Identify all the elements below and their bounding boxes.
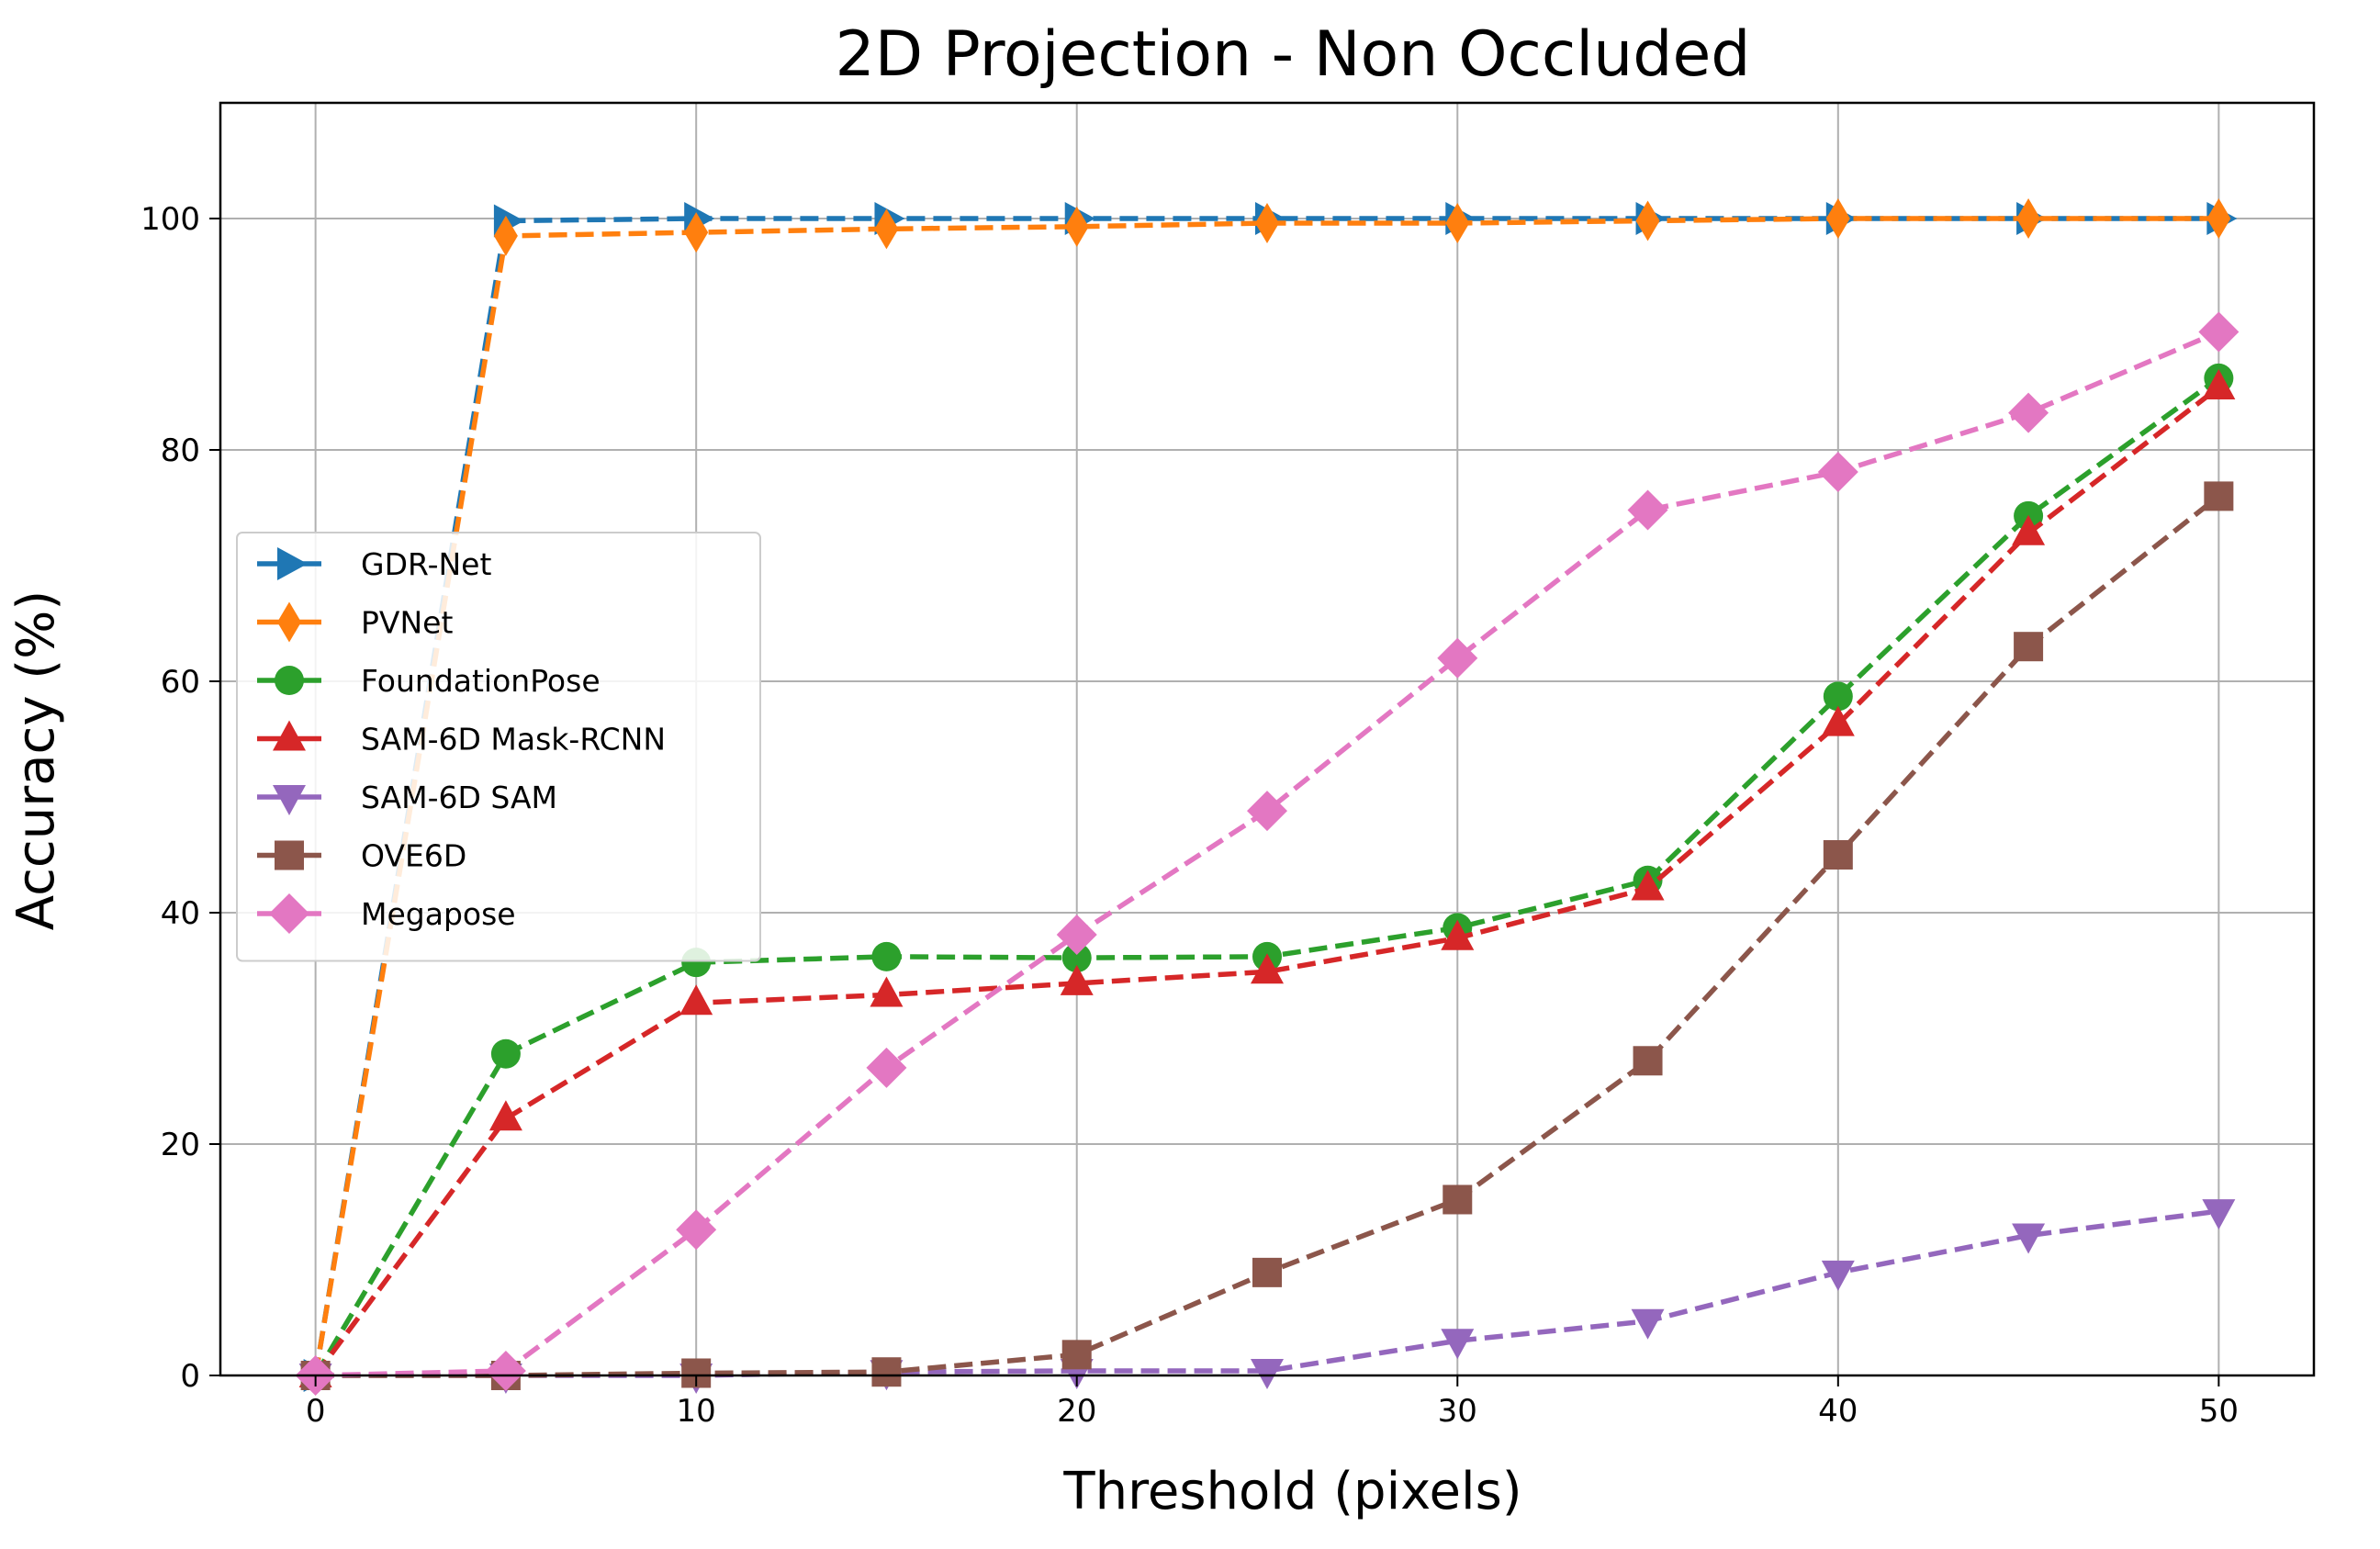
legend-item-sam-6d-sam: SAM-6D SAM bbox=[257, 780, 557, 815]
y-tick-label: 40 bbox=[161, 895, 200, 932]
data-point-ove6d bbox=[1443, 1184, 1473, 1215]
legend-marker bbox=[269, 893, 309, 934]
data-point-pvnet bbox=[684, 212, 709, 253]
data-point-megapose bbox=[485, 1350, 526, 1391]
data-point-sam-6d-sam bbox=[1821, 1260, 1855, 1291]
x-tick-label: 0 bbox=[306, 1393, 326, 1430]
legend-marker bbox=[277, 601, 301, 643]
data-point-megapose bbox=[1247, 791, 1287, 832]
legend-label: GDR-Net bbox=[361, 546, 491, 582]
data-point-pvnet bbox=[493, 215, 518, 256]
data-point-sam-6d-mask-rcnn bbox=[679, 984, 713, 1016]
data-point-sam-6d-mask-rcnn bbox=[2202, 368, 2236, 399]
data-point-sam-6d-mask-rcnn bbox=[488, 1100, 522, 1131]
series-pvnet bbox=[303, 198, 2231, 1396]
data-point-sam-6d-sam bbox=[1251, 1358, 1284, 1389]
y-axis-title: Accuracy (%) bbox=[6, 590, 66, 930]
data-point-ove6d bbox=[1061, 1340, 1092, 1370]
data-point-sam-6d-sam bbox=[2012, 1223, 2046, 1254]
series-megapose bbox=[295, 311, 2240, 1396]
data-point-pvnet bbox=[2206, 198, 2231, 239]
data-point-sam-6d-sam bbox=[1441, 1329, 1475, 1360]
y-tick-label: 0 bbox=[180, 1358, 200, 1395]
legend-label: SAM-6D Mask-RCNN bbox=[361, 722, 666, 758]
legend-item-pvnet: PVNet bbox=[257, 601, 453, 643]
data-point-sam-6d-mask-rcnn bbox=[870, 976, 904, 1007]
data-point-megapose bbox=[1817, 451, 1858, 492]
legend-label: PVNet bbox=[361, 605, 453, 641]
data-point-foundationpose bbox=[871, 941, 902, 971]
data-point-pvnet bbox=[1064, 206, 1089, 247]
y-tick-label: 100 bbox=[140, 201, 200, 238]
y-tick-label: 20 bbox=[161, 1127, 200, 1163]
data-point-ove6d bbox=[1252, 1257, 1282, 1287]
legend-item-megapose: Megapose bbox=[257, 893, 516, 934]
series-line-sam-6d-mask-rcnn bbox=[313, 385, 2221, 1377]
x-tick-label: 10 bbox=[677, 1393, 716, 1430]
data-point-pvnet bbox=[1445, 203, 1470, 244]
data-point-pvnet bbox=[874, 208, 899, 250]
data-point-ove6d bbox=[2204, 481, 2234, 511]
data-point-sam-6d-sam bbox=[2202, 1199, 2236, 1230]
legend-marker bbox=[275, 840, 304, 870]
data-point-pvnet bbox=[1825, 198, 1850, 239]
legend-marker bbox=[277, 547, 308, 580]
legend-item-gdr-net: GDR-Net bbox=[257, 546, 491, 582]
data-point-sam-6d-mask-rcnn bbox=[1821, 705, 1855, 736]
x-tick-label: 50 bbox=[2199, 1393, 2239, 1430]
data-point-megapose bbox=[1056, 914, 1097, 955]
legend-box bbox=[236, 532, 761, 962]
data-point-sam-6d-mask-rcnn bbox=[1060, 964, 1094, 995]
data-point-foundationpose bbox=[1061, 943, 1092, 973]
x-tick-label: 30 bbox=[1438, 1393, 1477, 1430]
legend-label: SAM-6D SAM bbox=[361, 780, 557, 815]
legend-marker bbox=[273, 720, 306, 751]
data-point-sam-6d-mask-rcnn bbox=[2012, 514, 2046, 545]
x-tick-label: 20 bbox=[1057, 1393, 1096, 1430]
y-tick-label: 60 bbox=[161, 664, 200, 701]
data-point-ove6d bbox=[1633, 1046, 1663, 1076]
series-line-pvnet bbox=[312, 216, 2219, 1376]
y-tick-label: 80 bbox=[161, 432, 200, 469]
data-point-pvnet bbox=[2016, 198, 2041, 239]
legend-item-foundationpose: FoundationPose bbox=[257, 663, 601, 699]
legend-marker bbox=[273, 785, 306, 815]
data-point-sam-6d-mask-rcnn bbox=[1251, 953, 1284, 984]
data-point-megapose bbox=[866, 1047, 907, 1088]
data-point-megapose bbox=[2198, 311, 2240, 353]
series-layer bbox=[295, 198, 2240, 1396]
chart-title: 2D Projection - Non Occluded bbox=[836, 18, 1751, 91]
x-axis-title: Threshold (pixels) bbox=[1062, 1462, 1521, 1521]
ticks: 0 10 20 30 40 50 0 20 40 60 80 100 bbox=[140, 201, 2239, 1430]
legend-label: OVE6D bbox=[361, 838, 466, 874]
data-point-pvnet bbox=[1635, 200, 1660, 241]
data-point-sam-6d-mask-rcnn bbox=[1441, 919, 1475, 950]
data-point-megapose bbox=[1437, 637, 1478, 679]
data-point-megapose bbox=[2008, 392, 2049, 433]
plot-frame bbox=[219, 101, 2316, 1377]
data-point-sam-6d-sam bbox=[1631, 1308, 1665, 1340]
data-point-ove6d bbox=[1823, 840, 1853, 870]
data-point-megapose bbox=[676, 1209, 717, 1251]
data-point-ove6d bbox=[2014, 632, 2044, 662]
x-tick-label: 40 bbox=[1818, 1393, 1858, 1430]
data-point-foundationpose bbox=[490, 1038, 521, 1069]
legend-label: Megapose bbox=[361, 896, 516, 932]
data-point-foundationpose bbox=[1823, 681, 1853, 712]
legend-item-sam-6d-mask-rcnn: SAM-6D Mask-RCNN bbox=[257, 720, 666, 758]
legend: GDR-Net PVNet FoundationPose SAM-6D Mask-RC… bbox=[236, 532, 761, 962]
legend-marker bbox=[275, 666, 304, 695]
data-point-sam-6d-mask-rcnn bbox=[1631, 870, 1665, 901]
legend-label: FoundationPose bbox=[361, 663, 601, 699]
data-point-ove6d bbox=[871, 1357, 902, 1387]
data-point-pvnet bbox=[1255, 203, 1279, 244]
legend-item-ove6d: OVE6D bbox=[257, 838, 466, 874]
data-point-megapose bbox=[1627, 489, 1668, 531]
